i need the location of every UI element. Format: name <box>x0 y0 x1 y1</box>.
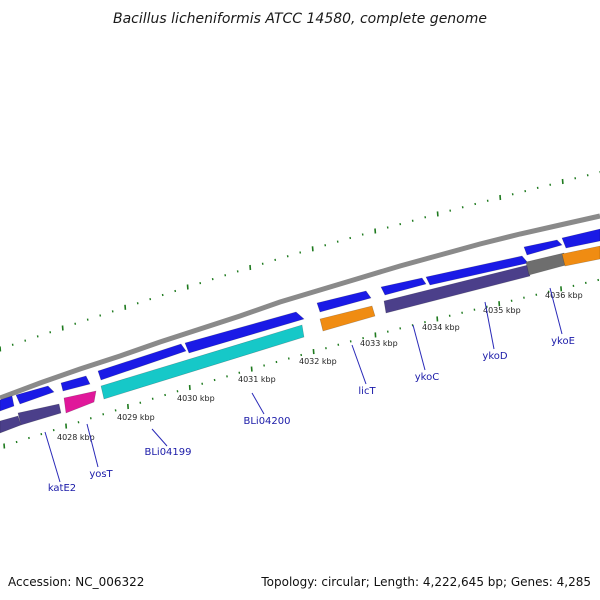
leader-line <box>151 428 168 447</box>
gene-arrow[interactable] <box>0 395 15 412</box>
gene-arrow[interactable] <box>184 311 305 354</box>
leader-line <box>44 431 61 483</box>
gene-label-ykoE[interactable]: ykoE <box>551 336 575 347</box>
kbp-label: 4031 kbp <box>238 375 276 384</box>
kbp-label: 4033 kbp <box>360 339 398 348</box>
leader-line <box>412 324 426 371</box>
gene-label-BLi04200[interactable]: BLi04200 <box>243 416 290 427</box>
gene-arrow[interactable] <box>316 290 372 313</box>
gene-block[interactable] <box>100 324 305 400</box>
genome-summary-text: Topology: circular; Length: 4,222,645 bp… <box>260 575 591 589</box>
gene-arrow[interactable] <box>561 228 600 249</box>
accession-text: Accession: NC_006322 <box>8 575 144 589</box>
kbp-label: 4034 kbp <box>422 323 460 332</box>
kbp-label: 4030 kbp <box>177 394 215 403</box>
gene-arrow[interactable] <box>60 375 91 392</box>
kbp-label: 4029 kbp <box>117 413 155 422</box>
gene-label-yosT[interactable]: yosT <box>89 469 113 480</box>
gene-arrow[interactable] <box>97 343 187 381</box>
kbp-label: 4036 kbp <box>545 291 583 300</box>
gene-block[interactable] <box>17 403 62 426</box>
gene-arrow[interactable] <box>523 239 563 256</box>
kbp-label: 4032 kbp <box>299 357 337 366</box>
leader-line <box>86 423 99 468</box>
outer-tick-ring <box>0 171 600 352</box>
genome-backbone <box>0 213 600 401</box>
gene-block[interactable] <box>63 390 97 414</box>
gene-label-ykoC[interactable]: ykoC <box>415 372 439 383</box>
kbp-label: 4028 kbp <box>57 433 95 442</box>
gene-label-BLi04199[interactable]: BLi04199 <box>144 447 191 458</box>
leader-line <box>251 392 265 415</box>
gene-block[interactable] <box>561 245 600 267</box>
gene-label-katE2[interactable]: katE2 <box>48 483 76 494</box>
gene-label-ykoD[interactable]: ykoD <box>482 351 507 362</box>
gene-block[interactable] <box>525 252 567 276</box>
kbp-label: 4035 kbp <box>483 306 521 315</box>
gene-label-licT[interactable]: licT <box>358 386 376 397</box>
gene-arrow[interactable] <box>15 385 55 405</box>
gene-block[interactable] <box>319 305 376 332</box>
gene-label-leaders <box>44 287 563 483</box>
leader-line <box>484 301 495 350</box>
leader-line <box>351 344 367 385</box>
map-title: Bacillus licheniformis ATCC 14580, compl… <box>113 11 487 27</box>
gene-block[interactable] <box>0 415 22 434</box>
gene-block[interactable] <box>383 264 531 314</box>
leader-line <box>549 287 563 335</box>
gene-arrow[interactable] <box>380 277 427 296</box>
